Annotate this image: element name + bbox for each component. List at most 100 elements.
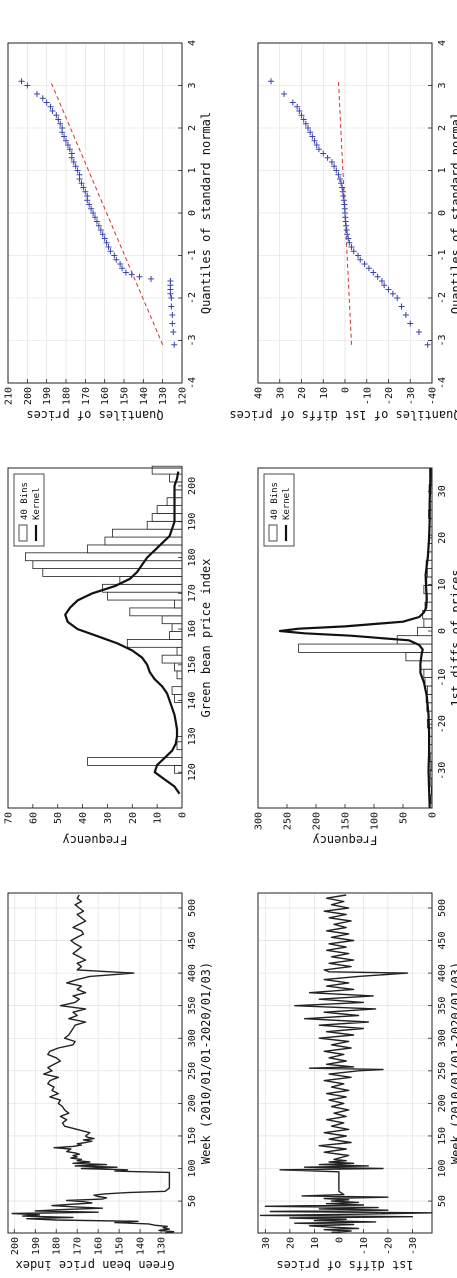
price_qq-point: [43, 99, 50, 106]
price_qq-point: [99, 231, 106, 238]
price_hist-bin-bar: [161, 654, 183, 664]
price_qq-point: [169, 320, 176, 327]
diff_hist-ytick-label: 150: [341, 812, 352, 830]
diff_hist-bin-bar: [423, 668, 433, 678]
diff_hist-legend: 40 Bins Kernel: [263, 473, 295, 547]
price_ts-xtick-label: 300: [187, 1029, 198, 1047]
diff_qq-xtick-label: 2: [437, 125, 448, 131]
diff_qq-point: [407, 320, 414, 327]
price_hist-bin-bar: [32, 560, 183, 569]
price_hist-xtick-label: 130: [187, 727, 198, 745]
price_hist-xtick-label: 160: [187, 620, 198, 638]
diff_hist-bin-bar: [423, 618, 433, 628]
diff_hist-bin-bar: [298, 643, 433, 653]
price_qq-point: [53, 112, 60, 119]
price_ts-xtick-label: 350: [187, 997, 198, 1015]
diff_hist-ytick-label: 200: [312, 812, 323, 830]
price_qq-reference-line: [50, 81, 164, 345]
price_hist-ytick-label: 10: [153, 812, 164, 824]
price_qq-point: [148, 275, 155, 282]
price_ts-ytick-label: 150: [115, 1237, 126, 1255]
diff_hist-bin-bar: [405, 652, 433, 662]
price_ts-xtick-label: 450: [187, 932, 198, 950]
price_hist-bin-bar: [104, 536, 183, 546]
price_qq-xtick-label: 2: [187, 125, 198, 131]
price_qq-point: [168, 303, 175, 310]
price_hist-ytick-label: 70: [4, 812, 15, 824]
diff_qq-reference-line: [337, 81, 353, 345]
diff_hist-bin-bar: [419, 660, 433, 670]
diff_qq-point: [365, 265, 372, 272]
price_qq-xlabel: Quantiles of standard normal: [199, 112, 213, 314]
price_hist-bin-bar: [87, 757, 183, 766]
diff_qq-point: [343, 227, 350, 233]
price_hist-bin-bar: [176, 670, 183, 680]
price_qq-xtick-label: 0: [187, 210, 198, 216]
price_qq-point: [90, 210, 97, 216]
diff_qq-point: [370, 269, 377, 276]
diff_qq-point: [348, 244, 355, 250]
price_hist-bin-bar: [174, 694, 183, 703]
diff_hist-bin-bar: [417, 626, 433, 637]
diff_qq-point: [340, 197, 347, 204]
price_qq-point: [122, 269, 129, 276]
price_ts-ytick-label: 130: [157, 1237, 168, 1255]
price_qq-point: [47, 103, 54, 110]
diff_qq-point: [305, 125, 312, 131]
diff_qq-point: [339, 184, 346, 191]
price_hist-bin-bar: [174, 489, 183, 499]
diff_qq-xtick-label: -1: [437, 249, 448, 261]
price_ts-ytick-label: 170: [73, 1237, 84, 1255]
diff_ts-xtick-label: 200: [437, 1094, 448, 1112]
diff_qq-point: [313, 142, 320, 148]
price_qq-point: [136, 273, 143, 280]
price_qq-point: [61, 133, 68, 140]
price_hist-ylabel: Frequency: [62, 833, 127, 847]
price_hist-bin-bar: [156, 505, 183, 514]
price_qq-ytick-label: 190: [42, 387, 53, 405]
price_qq-xtick-label: -3: [187, 334, 198, 346]
price_hist-xlabel: Green bean price index: [199, 559, 213, 718]
chart-panel-price_qq: -4 -3 -2 -1 0 1 2 3 4 120 130 140 150 160 170 180 190 200…: [4, 40, 214, 422]
price_qq-ytick-label: 140: [139, 387, 150, 405]
price_ts-series-line: [11, 894, 175, 1234]
diff_ts-series-line: [259, 894, 433, 1233]
price_qq-xtick-label: -4: [187, 377, 198, 389]
price_hist-ytick-label: 60: [28, 812, 39, 824]
diff_qq-point: [309, 133, 316, 140]
diff_qq-ytick-label: 30: [275, 387, 286, 399]
price_ts-ytick-label: 180: [52, 1237, 63, 1255]
price_qq-point: [57, 120, 64, 127]
diff_hist-xtick-label: -10: [437, 669, 448, 687]
price_hist-bin-bar: [171, 623, 183, 632]
diff_qq-point: [328, 159, 335, 165]
price_qq-xtick-label: 4: [187, 40, 198, 46]
price_qq-point: [97, 227, 104, 233]
diff_qq-point: [333, 167, 340, 174]
price_qq-point: [171, 341, 178, 348]
diff_hist-xtick-label: 10: [437, 578, 448, 590]
price_qq-point: [63, 137, 69, 144]
diff_qq-ytick-label: 10: [319, 387, 330, 399]
diff_ts-xtick-label: 50: [437, 1195, 448, 1207]
diff_qq-point: [298, 112, 305, 119]
price_qq-point: [84, 193, 91, 199]
price_hist-bin-bar: [174, 662, 183, 672]
diff_hist-bin-bar: [424, 677, 433, 687]
diff_hist-legend-bins: 40 Bins: [270, 482, 280, 520]
diff_hist-ytick-label: 0: [428, 812, 439, 818]
price_qq-xtick-label: -2: [187, 292, 198, 304]
price_qq-point: [80, 184, 87, 191]
diff_hist-kernel-line: [278, 468, 432, 809]
price_qq-point: [64, 142, 71, 148]
diff_qq-point: [345, 235, 352, 242]
price_qq-point: [107, 248, 114, 255]
diff_hist-ytick-label: 250: [283, 812, 294, 830]
price_qq-point: [119, 265, 126, 272]
price_ts-xlabel: Week (2010/01/01-2020/01/03): [199, 962, 213, 1164]
price_ts-ytick-label: 140: [136, 1237, 147, 1255]
price_qq-point: [24, 82, 31, 89]
price_qq-ylabel: Quantiles of prices: [26, 408, 163, 422]
diff_qq-point: [324, 154, 331, 161]
